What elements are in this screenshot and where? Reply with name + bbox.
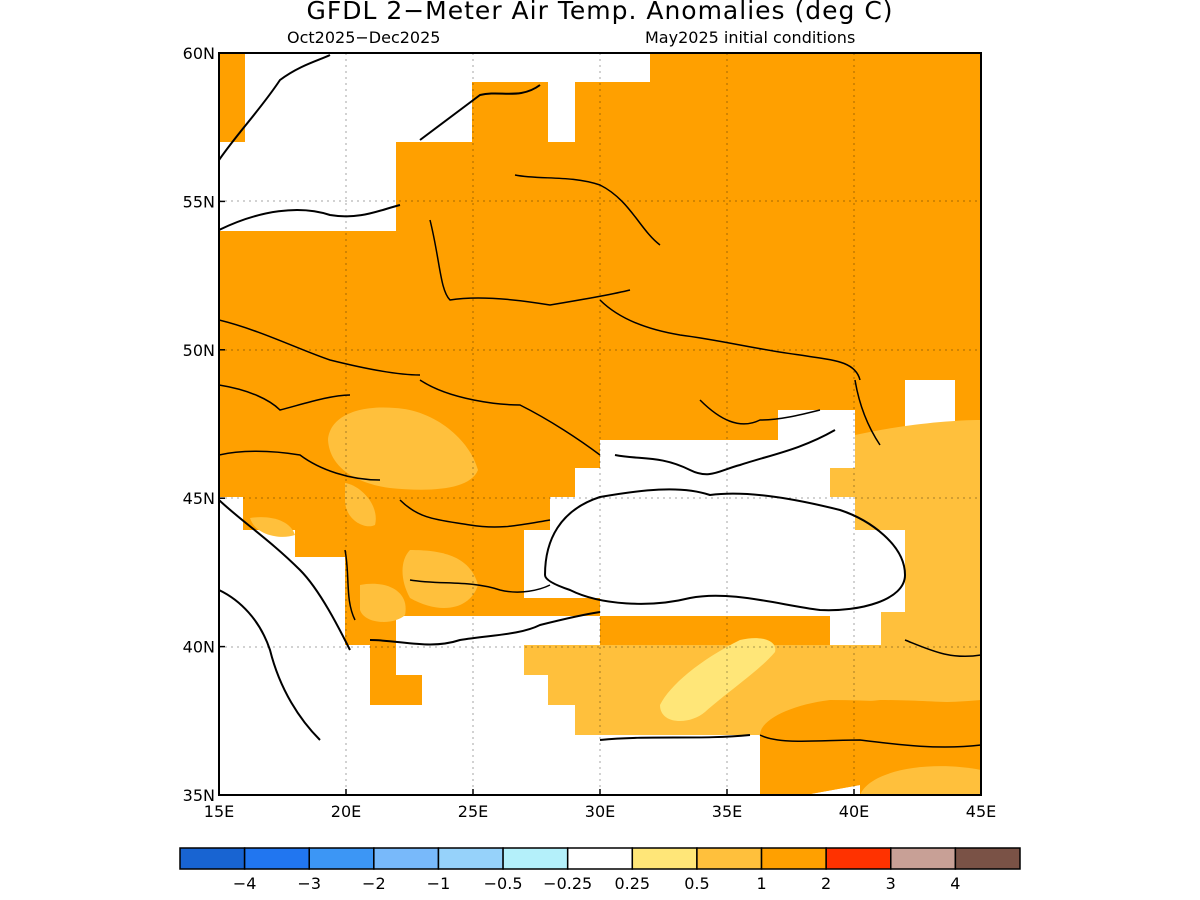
- colorbar-label: −1: [427, 874, 451, 893]
- colorbar-swatch: [502, 847, 569, 870]
- colorbar-swatch: [954, 847, 1021, 870]
- lon-tick-label: 40E: [839, 802, 869, 821]
- colorbar-label: 0.25: [614, 874, 650, 893]
- lat-tick-label: 45N: [183, 489, 215, 508]
- lon-tick-label: 30E: [585, 802, 615, 821]
- coastlines: [219, 54, 907, 741]
- colorbar-labels: −4 −3 −2 −1 −0.5 −0.25 0.25 0.5 1 2 3 4: [233, 874, 961, 893]
- colorbar-swatch: [308, 847, 375, 870]
- colorbar-swatch: [243, 847, 310, 870]
- colorbar-swatch: [437, 847, 504, 870]
- map-area: [219, 53, 981, 795]
- map-title: GFDL 2−Meter Air Temp. Anomalies (deg C): [306, 0, 894, 25]
- country-borders: [219, 174, 981, 748]
- colorbar: [179, 847, 1021, 870]
- colorbar-swatch: [825, 847, 892, 870]
- colorbar-label: 3: [886, 874, 896, 893]
- colorbar-swatch: [890, 847, 957, 870]
- initial-conditions: May2025 initial conditions: [645, 28, 856, 47]
- colorbar-swatch: [179, 847, 246, 870]
- lat-tick-label: 55N: [183, 192, 215, 211]
- lat-tick-label: 50N: [183, 341, 215, 360]
- lon-tick-label: 20E: [331, 802, 361, 821]
- lat-tick-label: 35N: [183, 786, 215, 805]
- colorbar-label: 0.5: [684, 874, 709, 893]
- lat-tick-label: 40N: [183, 638, 215, 657]
- colorbar-label: −0.25: [543, 874, 592, 893]
- latitude-axis: 35N 40N 45N 50N 55N 60N: [183, 44, 225, 805]
- colorbar-swatch: [631, 847, 698, 870]
- anomaly-field-0.5-to-1: [250, 407, 981, 735]
- anomaly-field-0.25-to-0.5: [660, 638, 776, 722]
- colorbar-swatch: [566, 847, 634, 870]
- colorbar-label: 2: [821, 874, 831, 893]
- gridlines: [219, 53, 981, 795]
- forecast-period: Oct2025−Dec2025: [287, 28, 441, 47]
- colorbar-label: −0.5: [484, 874, 523, 893]
- colorbar-swatch: [760, 847, 827, 870]
- anomaly-field-near-zero: [219, 53, 955, 795]
- colorbar-label: 4: [950, 874, 960, 893]
- colorbar-label: −4: [233, 874, 257, 893]
- lat-tick-label: 60N: [183, 44, 215, 63]
- colorbar-label: −3: [297, 874, 321, 893]
- longitude-axis: 15E 20E 25E 30E 35E 40E 45E: [204, 789, 996, 821]
- colorbar-swatch: [373, 847, 440, 870]
- lon-tick-label: 35E: [712, 802, 742, 821]
- colorbar-swatch: [696, 847, 763, 870]
- colorbar-label: 1: [756, 874, 766, 893]
- colorbar-label: −2: [362, 874, 386, 893]
- lon-tick-label: 25E: [458, 802, 488, 821]
- lon-tick-label: 45E: [966, 802, 996, 821]
- lon-tick-label: 15E: [204, 802, 234, 821]
